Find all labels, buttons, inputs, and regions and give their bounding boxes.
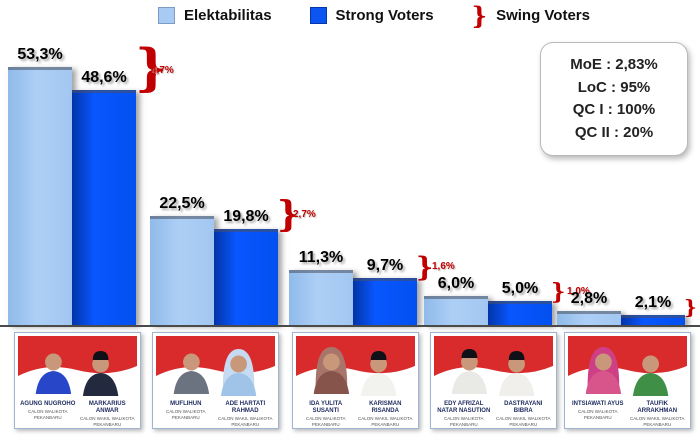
legend-label: Strong Voters bbox=[335, 7, 434, 24]
candidate-photo bbox=[568, 336, 687, 398]
bar-chart-area: 53,3% 48,6% } 4,7% 22,5% 19,8% } 2,7% 11… bbox=[0, 15, 700, 327]
strong-voters-bar bbox=[353, 278, 417, 325]
swing-brace-icon: } bbox=[471, 1, 488, 30]
strong-voters-swatch-icon bbox=[309, 7, 327, 24]
strong-voters-value-label: 5,0% bbox=[501, 279, 539, 297]
swing-brace: } bbox=[684, 295, 697, 320]
swing-brace: } bbox=[277, 193, 300, 235]
swing-brace: } bbox=[551, 279, 566, 306]
bar-group-3: 11,3% 9,7% } 1,6% bbox=[289, 15, 455, 325]
loc-line: LoC : 95% bbox=[577, 78, 651, 96]
candidate-card-1: AGUNG NUGROHO CALON WALIKOTA PEKANBARU M… bbox=[14, 332, 141, 429]
elektabilitas-bar bbox=[424, 295, 488, 325]
candidate-role: CALON WAKIL WALIKOTA PEKANBARU bbox=[630, 416, 685, 427]
candidate-role: CALON WALIKOTA PEKANBARU bbox=[577, 409, 618, 420]
candidate-name: MARKARIUS ANWAR bbox=[88, 401, 126, 415]
bar-group-1: 53,3% 48,6% } 4,7% bbox=[8, 15, 174, 325]
swing-value-label: 2,7% bbox=[293, 209, 316, 221]
candidate-card-3: IDA YULITA SUSANTI CALON WALIKOTA PEKANB… bbox=[292, 332, 419, 429]
elektabilitas-bar bbox=[150, 216, 214, 325]
candidate-name: EDY AFRIZAL NATAR NASUTION bbox=[437, 401, 491, 415]
candidate-name: INTSIAWATI AYUS bbox=[572, 401, 624, 407]
candidate-role: CALON WALIKOTA PEKANBARU bbox=[165, 409, 206, 420]
survey-info-box: MoE : 2,83% LoC : 95% QC I : 100% QC II … bbox=[540, 42, 688, 156]
strong-voters-value-label: 9,7% bbox=[366, 257, 404, 275]
swing-brace: } bbox=[135, 37, 168, 97]
candidate-photo bbox=[434, 336, 553, 398]
elektabilitas-value-label: 22,5% bbox=[159, 195, 205, 213]
strong-voters-bar bbox=[72, 89, 136, 325]
elektabilitas-bar bbox=[557, 311, 621, 325]
candidate-photo bbox=[156, 336, 275, 398]
swing-value-label: 1,6% bbox=[432, 261, 455, 273]
elektabilitas-bar bbox=[289, 270, 353, 325]
strong-voters-value-label: 48,6% bbox=[81, 68, 127, 86]
elektabilitas-bar bbox=[8, 67, 72, 325]
elektabilitas-swatch-icon bbox=[158, 7, 175, 24]
strong-voters-value-label: 19,8% bbox=[223, 208, 269, 226]
legend-item-swing-voters: } Swing Voters bbox=[471, 1, 590, 30]
candidate-cards-row: AGUNG NUGROHO CALON WALIKOTA PEKANBARU M… bbox=[0, 332, 700, 432]
elektabilitas-value-label: 53,3% bbox=[17, 46, 63, 64]
bar-group-4: 6,0% 5,0% } 1,0% bbox=[424, 15, 590, 325]
brace-icon: } bbox=[135, 37, 168, 97]
legend-item-elektabilitas: Elektabilitas bbox=[158, 7, 272, 24]
candidate-photo bbox=[296, 336, 415, 398]
brace-icon: } bbox=[551, 279, 566, 306]
candidate-card-2: MUFLIHUN CALON WALIKOTA PEKANBARU ADE HA… bbox=[152, 332, 279, 429]
candidate-name: ADE HARTATI RAHMAD bbox=[225, 401, 266, 415]
candidate-name: DASTRAYANI BIBRA bbox=[504, 401, 543, 415]
strong-voters-value-label: 2,1% bbox=[634, 293, 672, 311]
strong-voters-bar bbox=[214, 229, 278, 325]
x-axis-line bbox=[0, 325, 700, 327]
brace-icon: } bbox=[684, 295, 697, 320]
strong-voters-bar bbox=[488, 300, 552, 325]
elektabilitas-value-label: 6,0% bbox=[437, 274, 475, 292]
candidate-card-5: INTSIAWATI AYUS CALON WALIKOTA PEKANBARU… bbox=[564, 332, 691, 429]
brace-icon: } bbox=[277, 193, 300, 235]
candidate-role: CALON WAKIL WALIKOTA PEKANBARU bbox=[218, 416, 273, 427]
candidate-role: CALON WAKIL WALIKOTA PEKANBARU bbox=[358, 416, 413, 427]
candidate-role: CALON WAKIL WALIKOTA PEKANBARU bbox=[496, 416, 551, 427]
legend-label: Elektabilitas bbox=[184, 7, 272, 24]
strong-voters-bar bbox=[621, 314, 685, 325]
candidate-role: CALON WAKIL WALIKOTA PEKANBARU bbox=[80, 416, 135, 427]
candidate-role: CALON WALIKOTA PEKANBARU bbox=[27, 409, 68, 420]
candidate-name: TAUFIK ARRAKHMAN bbox=[637, 401, 678, 415]
qc2-line: QC II : 20% bbox=[574, 123, 654, 141]
swing-brace: } bbox=[416, 251, 434, 283]
elektabilitas-value-label: 2,8% bbox=[570, 290, 608, 308]
candidate-role: CALON WALIKOTA PEKANBARU bbox=[443, 416, 484, 427]
candidate-name: IDA YULITA SUSANTI bbox=[309, 401, 343, 415]
candidate-name: AGUNG NUGROHO bbox=[20, 401, 76, 407]
swing-value-label: 1,0% bbox=[567, 285, 590, 297]
qc1-line: QC I : 100% bbox=[572, 101, 656, 118]
moe-line: MoE : 2,83% bbox=[570, 56, 658, 73]
swing-value-label: 4,7% bbox=[151, 64, 174, 76]
bar-group-5: 2,8% 2,1% } 0,7% bbox=[557, 15, 697, 325]
candidate-photo bbox=[18, 336, 137, 398]
candidate-card-4: EDY AFRIZAL NATAR NASUTION CALON WALIKOT… bbox=[430, 332, 557, 429]
candidate-role: CALON WALIKOTA PEKANBARU bbox=[305, 416, 346, 427]
legend-label: Swing Voters bbox=[496, 7, 590, 24]
bar-group-2: 22,5% 19,8% } 2,7% bbox=[150, 15, 316, 325]
brace-icon: } bbox=[416, 251, 434, 283]
legend-item-strong-voters: Strong Voters bbox=[309, 7, 434, 24]
chart-legend: Elektabilitas Strong Voters } Swing Vote… bbox=[158, 1, 590, 30]
candidate-name: KARISMAN RISANDA bbox=[369, 401, 402, 415]
elektabilitas-value-label: 11,3% bbox=[298, 249, 344, 267]
candidate-name: MUFLIHUN bbox=[170, 401, 202, 407]
